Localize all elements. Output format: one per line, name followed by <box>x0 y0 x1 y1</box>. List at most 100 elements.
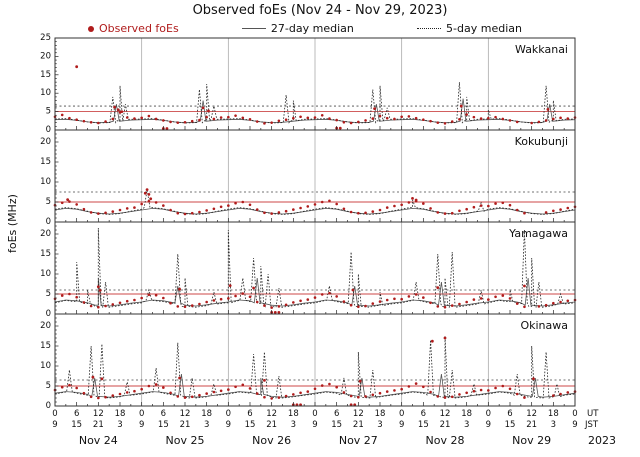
observed-point <box>89 211 93 214</box>
ut-tick-label: 12 <box>440 409 451 419</box>
observed-point <box>566 391 570 394</box>
observed-point <box>559 392 562 396</box>
observed-point <box>313 296 317 299</box>
observed-point <box>219 205 223 209</box>
observed-point <box>97 396 100 400</box>
observed-point <box>515 392 519 396</box>
observed-point <box>393 204 396 208</box>
observed-point <box>465 391 468 395</box>
jst-tick-label: 9 <box>399 420 404 430</box>
observed-point <box>68 200 71 203</box>
observed-point <box>436 211 440 214</box>
observed-point <box>248 295 252 299</box>
observed-point <box>566 206 570 210</box>
jst-tick-label: 9 <box>52 420 57 430</box>
date-label: Nov 26 <box>252 434 291 447</box>
date-label: Nov 25 <box>166 434 205 447</box>
observed-point <box>414 382 418 385</box>
observed-point <box>349 394 353 398</box>
observed-point <box>241 116 245 120</box>
observed-point <box>472 205 476 209</box>
y-tick-label: 15 <box>40 157 51 167</box>
station-label: Kokubunji <box>515 135 568 148</box>
observed-point <box>198 118 201 122</box>
observed-point <box>349 121 353 125</box>
observed-point <box>154 117 158 121</box>
median27-line <box>54 373 576 398</box>
observed-point <box>393 117 396 121</box>
observed-point <box>154 201 158 204</box>
observed-point <box>219 389 223 393</box>
observed-point <box>183 212 187 216</box>
observed-point <box>371 117 375 120</box>
observed-point <box>487 298 490 301</box>
observed-point <box>176 305 180 308</box>
observed-point <box>458 393 461 396</box>
observed-point <box>100 377 104 381</box>
y-tick-label: 0 <box>46 401 51 411</box>
observed-point <box>429 390 432 394</box>
observed-point <box>458 118 461 121</box>
jst-tick-label: 3 <box>291 420 296 430</box>
jst-tick-label: 15 <box>331 420 342 430</box>
observed-point <box>270 306 273 309</box>
station-label: Yamagawa <box>508 227 568 240</box>
observed-point <box>147 193 151 196</box>
observed-point <box>472 389 476 393</box>
observed-point <box>459 104 463 108</box>
observed-point <box>205 392 208 395</box>
ut-tick-label: 12 <box>526 409 537 419</box>
observed-point <box>430 339 434 343</box>
observed-point <box>320 293 324 296</box>
panel-kokubunji: 0 5 10 15 20 Kokubunji <box>40 129 577 227</box>
observed-point <box>407 115 411 118</box>
ut-tick-label: 0 <box>52 409 57 419</box>
median27-line <box>54 207 576 215</box>
observed-point <box>75 203 78 206</box>
observed-point <box>385 116 389 120</box>
observed-point <box>407 201 411 204</box>
observed-point <box>443 396 447 399</box>
observed-point <box>147 199 151 203</box>
observed-point <box>198 393 201 397</box>
observed-point <box>422 118 425 121</box>
observed-point <box>342 300 346 303</box>
dotted-line-icon <box>417 28 442 29</box>
ut-tick-label: 6 <box>421 409 426 419</box>
observed-point <box>104 395 107 399</box>
observed-point <box>385 390 389 393</box>
observed-point <box>465 207 468 211</box>
observed-point <box>414 293 418 296</box>
observed-point <box>407 295 411 298</box>
observed-point <box>140 116 143 120</box>
observed-point <box>145 188 149 192</box>
ut-tick-label: 12 <box>93 409 104 419</box>
observed-point <box>501 201 505 205</box>
observed-point <box>373 107 376 111</box>
ut-tick-label: 6 <box>507 409 512 419</box>
observed-point <box>82 391 86 395</box>
observed-point <box>306 116 310 120</box>
observed-point <box>443 305 447 309</box>
observed-point <box>277 396 281 399</box>
jst-tick-label: 3 <box>204 420 209 430</box>
observed-point <box>357 120 360 124</box>
observed-point <box>328 117 331 120</box>
observed-point <box>342 391 346 394</box>
observed-point <box>68 116 71 120</box>
observed-point <box>400 203 403 207</box>
observed-point <box>385 206 389 209</box>
observed-point <box>205 115 208 119</box>
observed-point <box>176 211 180 215</box>
observed-point <box>443 212 447 215</box>
observed-point <box>183 396 187 399</box>
observed-point <box>306 205 310 208</box>
observed-point <box>328 291 331 295</box>
observed-point <box>436 305 440 308</box>
observed-point <box>335 202 338 206</box>
ut-tick-label: 12 <box>180 409 191 419</box>
jst-tick-label: 3 <box>464 420 469 430</box>
observed-point <box>255 120 259 123</box>
